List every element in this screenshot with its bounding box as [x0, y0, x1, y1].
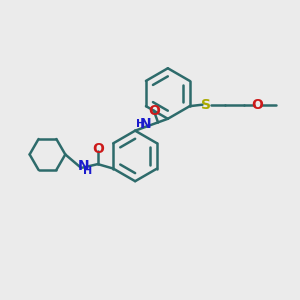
Text: O: O: [251, 98, 263, 112]
Text: O: O: [149, 103, 161, 118]
Text: O: O: [92, 142, 104, 156]
Text: S: S: [201, 98, 211, 112]
Text: H: H: [136, 119, 145, 130]
Text: H: H: [83, 166, 92, 176]
Text: N: N: [78, 159, 90, 172]
Text: N: N: [140, 117, 152, 131]
